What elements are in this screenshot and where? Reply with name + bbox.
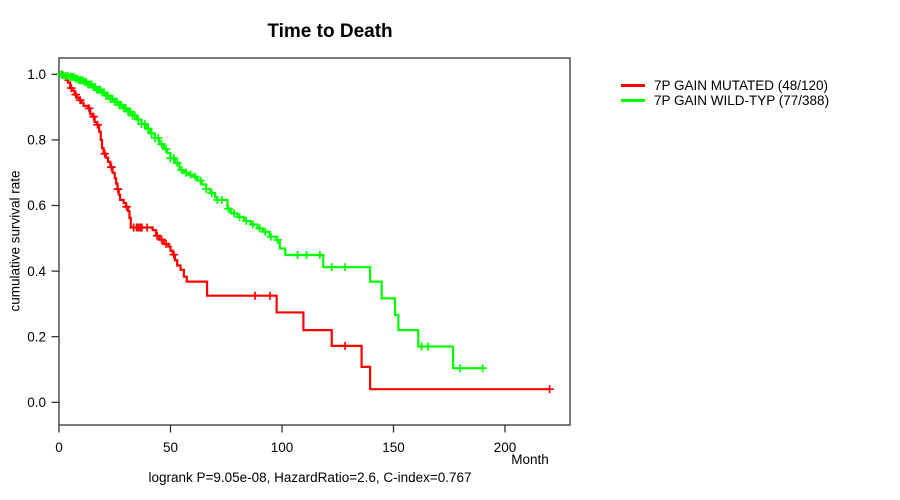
survival-curve-mutated: [59, 73, 550, 391]
x-tick-label: 100: [271, 440, 294, 455]
y-tick-label: 1.0: [27, 67, 46, 82]
y-tick-label: 0.6: [27, 198, 46, 213]
censor-marks-wildtype: [56, 70, 487, 373]
y-tick-label: 0.2: [27, 329, 46, 344]
plot-box: [58, 57, 571, 426]
x-tick-label: 150: [382, 440, 405, 455]
x-tick-label: 0: [55, 440, 63, 455]
legend-item-wildtype: 7P GAIN WILD-TYP (77/388): [621, 92, 830, 108]
x-tick-label: 50: [163, 440, 178, 455]
legend: 7P GAIN MUTATED (48/120) 7P GAIN WILD-TY…: [621, 78, 830, 108]
x-tick-label: 200: [494, 440, 517, 455]
legend-line-red-icon: [621, 84, 645, 88]
stats-annotation: logrank P=9.05e-08, HazardRatio=2.6, C-i…: [148, 470, 472, 485]
y-tick-label: 0.8: [27, 133, 46, 148]
y-axis-title: cumulative survival rate: [7, 170, 23, 312]
y-tick-label: 0.4: [27, 264, 46, 279]
x-axis-title: Month: [511, 452, 549, 467]
legend-label-wildtype: 7P GAIN WILD-TYP (77/388): [654, 92, 830, 108]
chart-title: Time to Death: [267, 21, 393, 42]
legend-line-green-icon: [621, 98, 645, 102]
y-tick-label: 0.0: [27, 395, 46, 410]
legend-label-mutated: 7P GAIN MUTATED (48/120): [654, 78, 829, 94]
legend-item-mutated: 7P GAIN MUTATED (48/120): [621, 78, 829, 94]
survival-curve-wildtype: [59, 73, 483, 370]
